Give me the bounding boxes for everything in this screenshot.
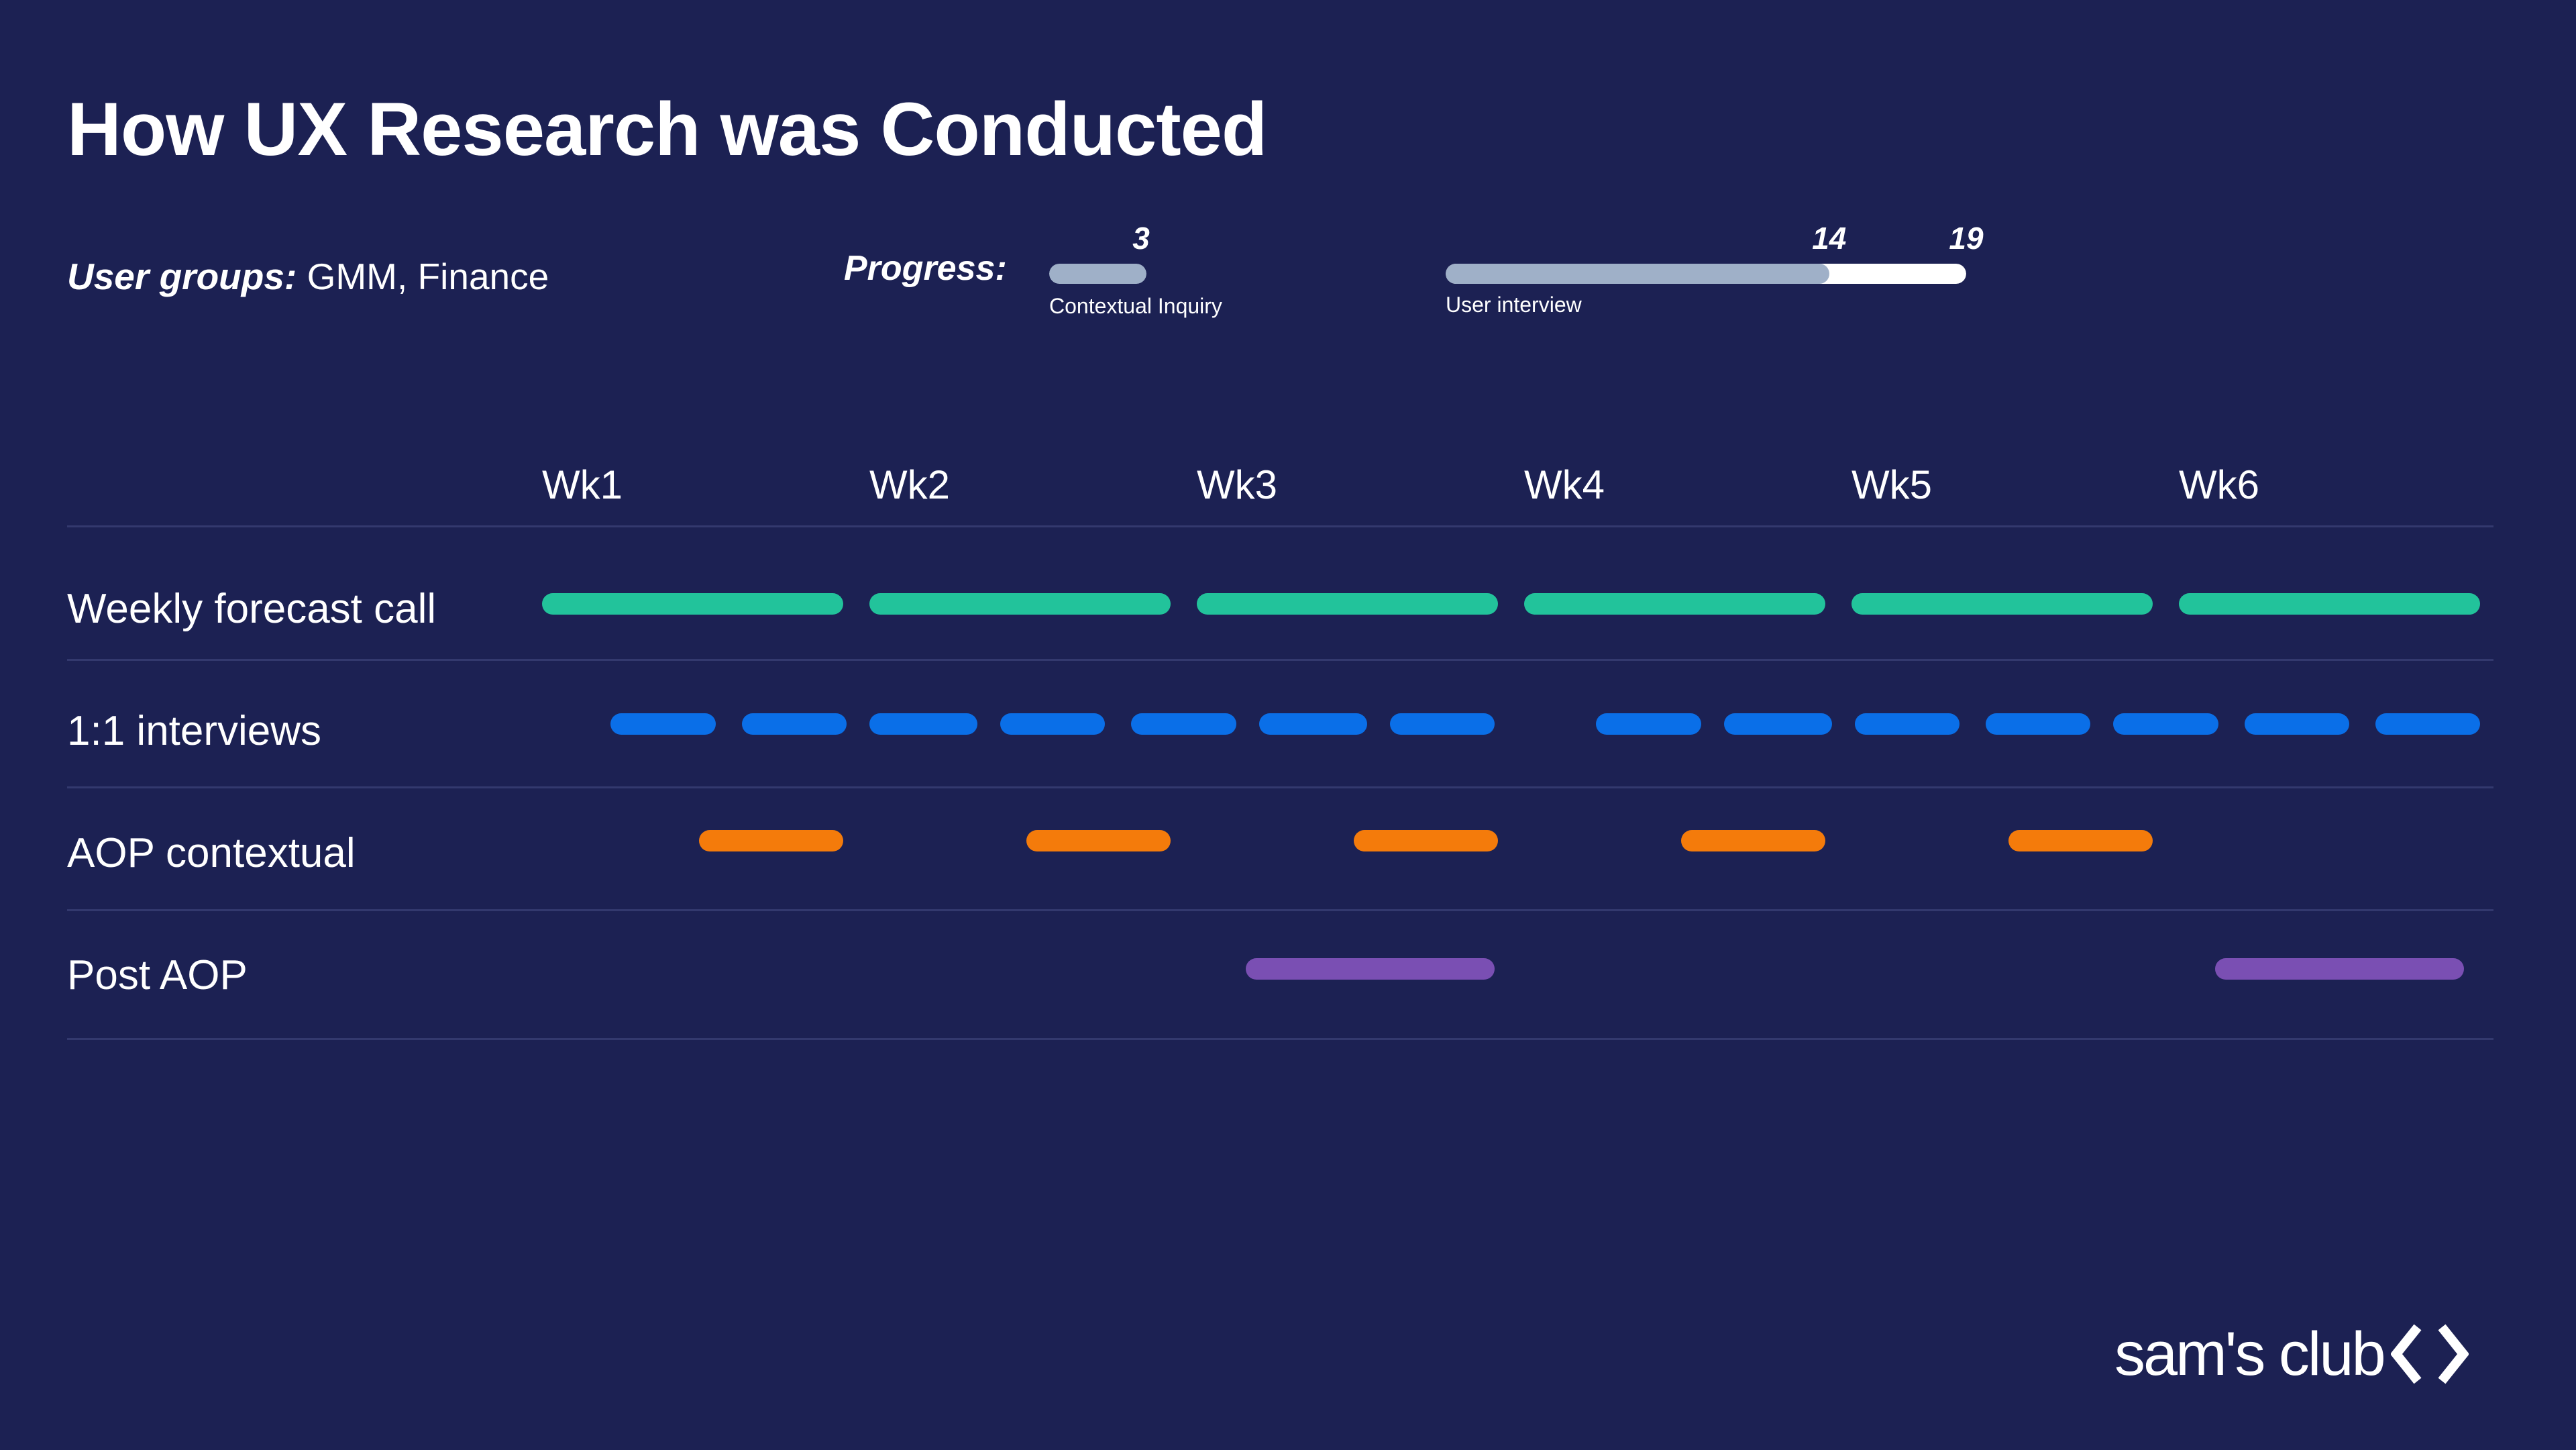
- row-label: 1:1 interviews: [67, 708, 322, 754]
- row-divider: [67, 1038, 2493, 1040]
- timeline-segment: [1000, 713, 1106, 735]
- user-interview-done-count: 14: [1812, 221, 1847, 256]
- user-groups-label: User groups:: [67, 256, 297, 297]
- contextual-inquiry-progress-fill: [1049, 264, 1146, 284]
- user-interview-total-count: 19: [1949, 221, 1984, 256]
- timeline-segment: [1197, 593, 1498, 615]
- week-label: Wk6: [2179, 462, 2259, 507]
- page-title: How UX Research was Conducted: [67, 87, 1267, 171]
- timeline-segment: [1524, 593, 1825, 615]
- timeline-segment: [741, 713, 847, 735]
- week-label: Wk1: [542, 462, 623, 507]
- user-groups: User groups: GMM, Finance: [67, 255, 549, 298]
- logo-wordmark: sam's club: [2114, 1319, 2386, 1388]
- user-interview-progress-fill: [1446, 264, 1829, 284]
- row-label: Weekly forecast call: [67, 586, 437, 632]
- row-label: AOP contextual: [67, 830, 356, 876]
- timeline-segment: [542, 593, 843, 615]
- timeline-segment: [2113, 713, 2218, 735]
- row-label: Post AOP: [67, 952, 248, 998]
- row-divider: [67, 786, 2493, 788]
- contextual-inquiry-count: 3: [1132, 221, 1150, 256]
- contextual-inquiry-progress-bar: [1049, 264, 1146, 284]
- week-label: Wk2: [869, 462, 950, 507]
- timeline-segment: [1986, 713, 2091, 735]
- timeline-segment: [1854, 713, 1960, 735]
- timeline-segment: [2375, 713, 2480, 735]
- timeline-segment: [869, 713, 978, 735]
- user-interview-progress-bar: [1446, 264, 1966, 284]
- user-groups-value: GMM, Finance: [307, 256, 549, 297]
- row-divider: [67, 525, 2493, 527]
- sams-club-diamond-icon: [2390, 1324, 2469, 1384]
- timeline-segment: [1131, 713, 1236, 735]
- timeline-segment: [1723, 713, 1832, 735]
- timeline-segment: [1681, 830, 1825, 851]
- timeline-segment: [2179, 593, 2480, 615]
- row-divider: [67, 659, 2493, 661]
- week-label: Wk5: [1851, 462, 1932, 507]
- timeline-segment: [2244, 713, 2349, 735]
- timeline-segment: [1026, 830, 1171, 851]
- user-interview-caption: User interview: [1446, 293, 1582, 317]
- timeline-segment: [699, 830, 843, 851]
- timeline-segment: [1596, 713, 1701, 735]
- timeline-segment: [869, 593, 1171, 615]
- sams-club-logo: sam's club: [2114, 1314, 2469, 1394]
- week-label: Wk3: [1197, 462, 1277, 507]
- timeline-segment: [1851, 593, 2153, 615]
- timeline-segment: [1258, 713, 1367, 735]
- contextual-inquiry-caption: Contextual Inquiry: [1049, 294, 1222, 318]
- progress-label: Progress:: [844, 249, 1007, 288]
- row-divider: [67, 909, 2493, 911]
- timeline-segment: [610, 713, 716, 735]
- timeline-segment: [2214, 958, 2464, 980]
- timeline-segment: [1389, 713, 1495, 735]
- timeline-segment: [2008, 830, 2153, 851]
- timeline-segment: [1246, 958, 1495, 980]
- timeline-segment: [1354, 830, 1498, 851]
- week-label: Wk4: [1524, 462, 1605, 507]
